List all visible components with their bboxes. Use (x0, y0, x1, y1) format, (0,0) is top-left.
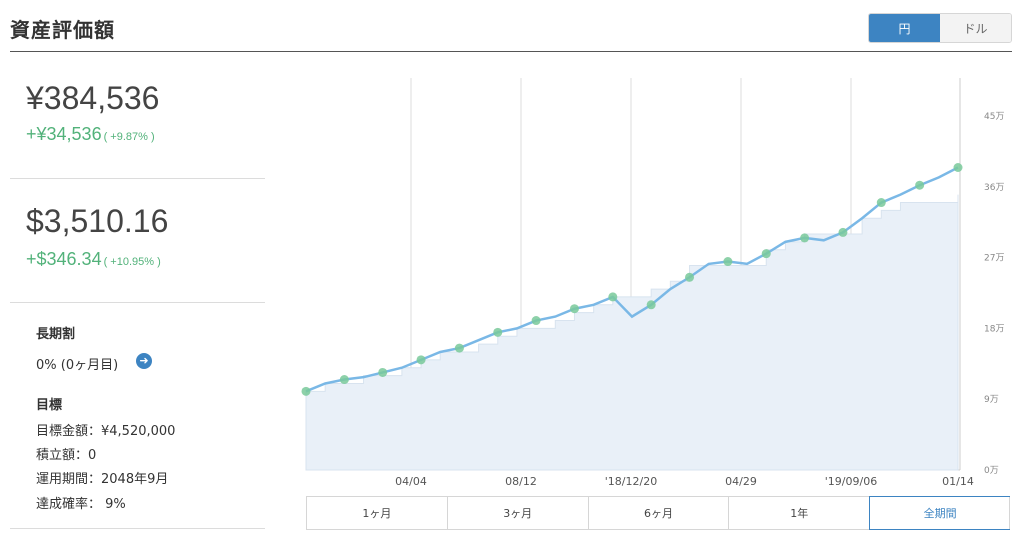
data-point (646, 300, 656, 310)
goal-monthly-amount: 積立額：0 (36, 448, 97, 463)
period-button-3[interactable]: 1年 (729, 497, 871, 529)
data-point (301, 386, 311, 396)
y-tick-label: 45万 (984, 112, 1004, 122)
data-point (953, 162, 963, 172)
data-point (685, 272, 695, 282)
data-point (493, 327, 503, 337)
long-term-heading: 長期割 (36, 327, 76, 342)
data-point (569, 304, 579, 314)
period-button-2[interactable]: 6ヶ月 (589, 497, 730, 529)
goal-target-amount: 目標金額：¥4,520,000 (36, 424, 176, 439)
period-selector: 1ヶ月 3ヶ月 6ヶ月 1年 全期間 (306, 496, 1010, 530)
data-point (915, 180, 925, 190)
x-tick-label: '19/09/06 (825, 475, 877, 488)
data-point (838, 227, 848, 237)
y-tick-label: 9万 (984, 395, 999, 405)
y-tick-label: 27万 (984, 254, 1004, 264)
y-tick-label: 0万 (984, 466, 999, 476)
jpy-gain-value: +¥34,536 (26, 124, 102, 144)
summary-divider (10, 528, 265, 529)
summary-divider (10, 178, 265, 179)
data-point (531, 316, 541, 326)
goal-probability: 達成確率： 9% (36, 497, 126, 512)
usd-gain-percent: ( +10.95% ) (103, 256, 161, 268)
header-divider (10, 51, 1012, 52)
data-point (800, 233, 810, 243)
goal-period: 運用期間：2048年9月 (36, 472, 169, 487)
currency-toggle: 円 ドル (868, 13, 1012, 43)
currency-yen-button[interactable]: 円 (869, 14, 940, 42)
data-point (761, 249, 771, 259)
x-tick-label: 01/14 (942, 475, 974, 488)
x-tick-label: 08/12 (505, 475, 537, 488)
x-tick-label: 04/29 (725, 475, 757, 488)
period-button-0[interactable]: 1ヶ月 (307, 497, 448, 529)
data-point (876, 198, 886, 208)
period-button-1[interactable]: 3ヶ月 (448, 497, 589, 529)
long-term-value: 0% (0ヶ月目) (36, 358, 119, 373)
data-point (416, 355, 426, 365)
goal-heading: 目標 (36, 398, 63, 413)
currency-dollar-button[interactable]: ドル (940, 14, 1011, 42)
jpy-gain: +¥34,536( +9.87% ) (26, 124, 155, 145)
usd-gain-value: +$346.34 (26, 249, 102, 269)
y-tick-label: 36万 (984, 183, 1004, 193)
data-point (454, 343, 464, 353)
data-point (723, 257, 733, 267)
data-point (339, 375, 349, 385)
data-point (608, 292, 618, 302)
page-title: 資産評価額 (10, 18, 115, 42)
usd-gain: +$346.34( +10.95% ) (26, 249, 161, 270)
data-point (378, 367, 388, 377)
asset-chart: 45万 36万 27万 18万 9万 0万 04/04 08/12 '18/12/20 04/29… (301, 78, 1004, 488)
principal-area (305, 194, 959, 471)
x-tick-label: 04/04 (395, 475, 427, 488)
x-tick-label: '18/12/20 (605, 475, 657, 488)
usd-total-amount: $3,510.16 (26, 203, 169, 239)
summary-divider (10, 302, 265, 303)
jpy-total-amount: ¥384,536 (26, 80, 160, 116)
arrow-right-icon[interactable]: ➜ (136, 353, 152, 369)
period-button-4[interactable]: 全期間 (869, 496, 1010, 530)
jpy-gain-percent: ( +9.87% ) (103, 131, 155, 143)
valuation-line (305, 166, 959, 393)
y-tick-label: 18万 (984, 324, 1004, 334)
